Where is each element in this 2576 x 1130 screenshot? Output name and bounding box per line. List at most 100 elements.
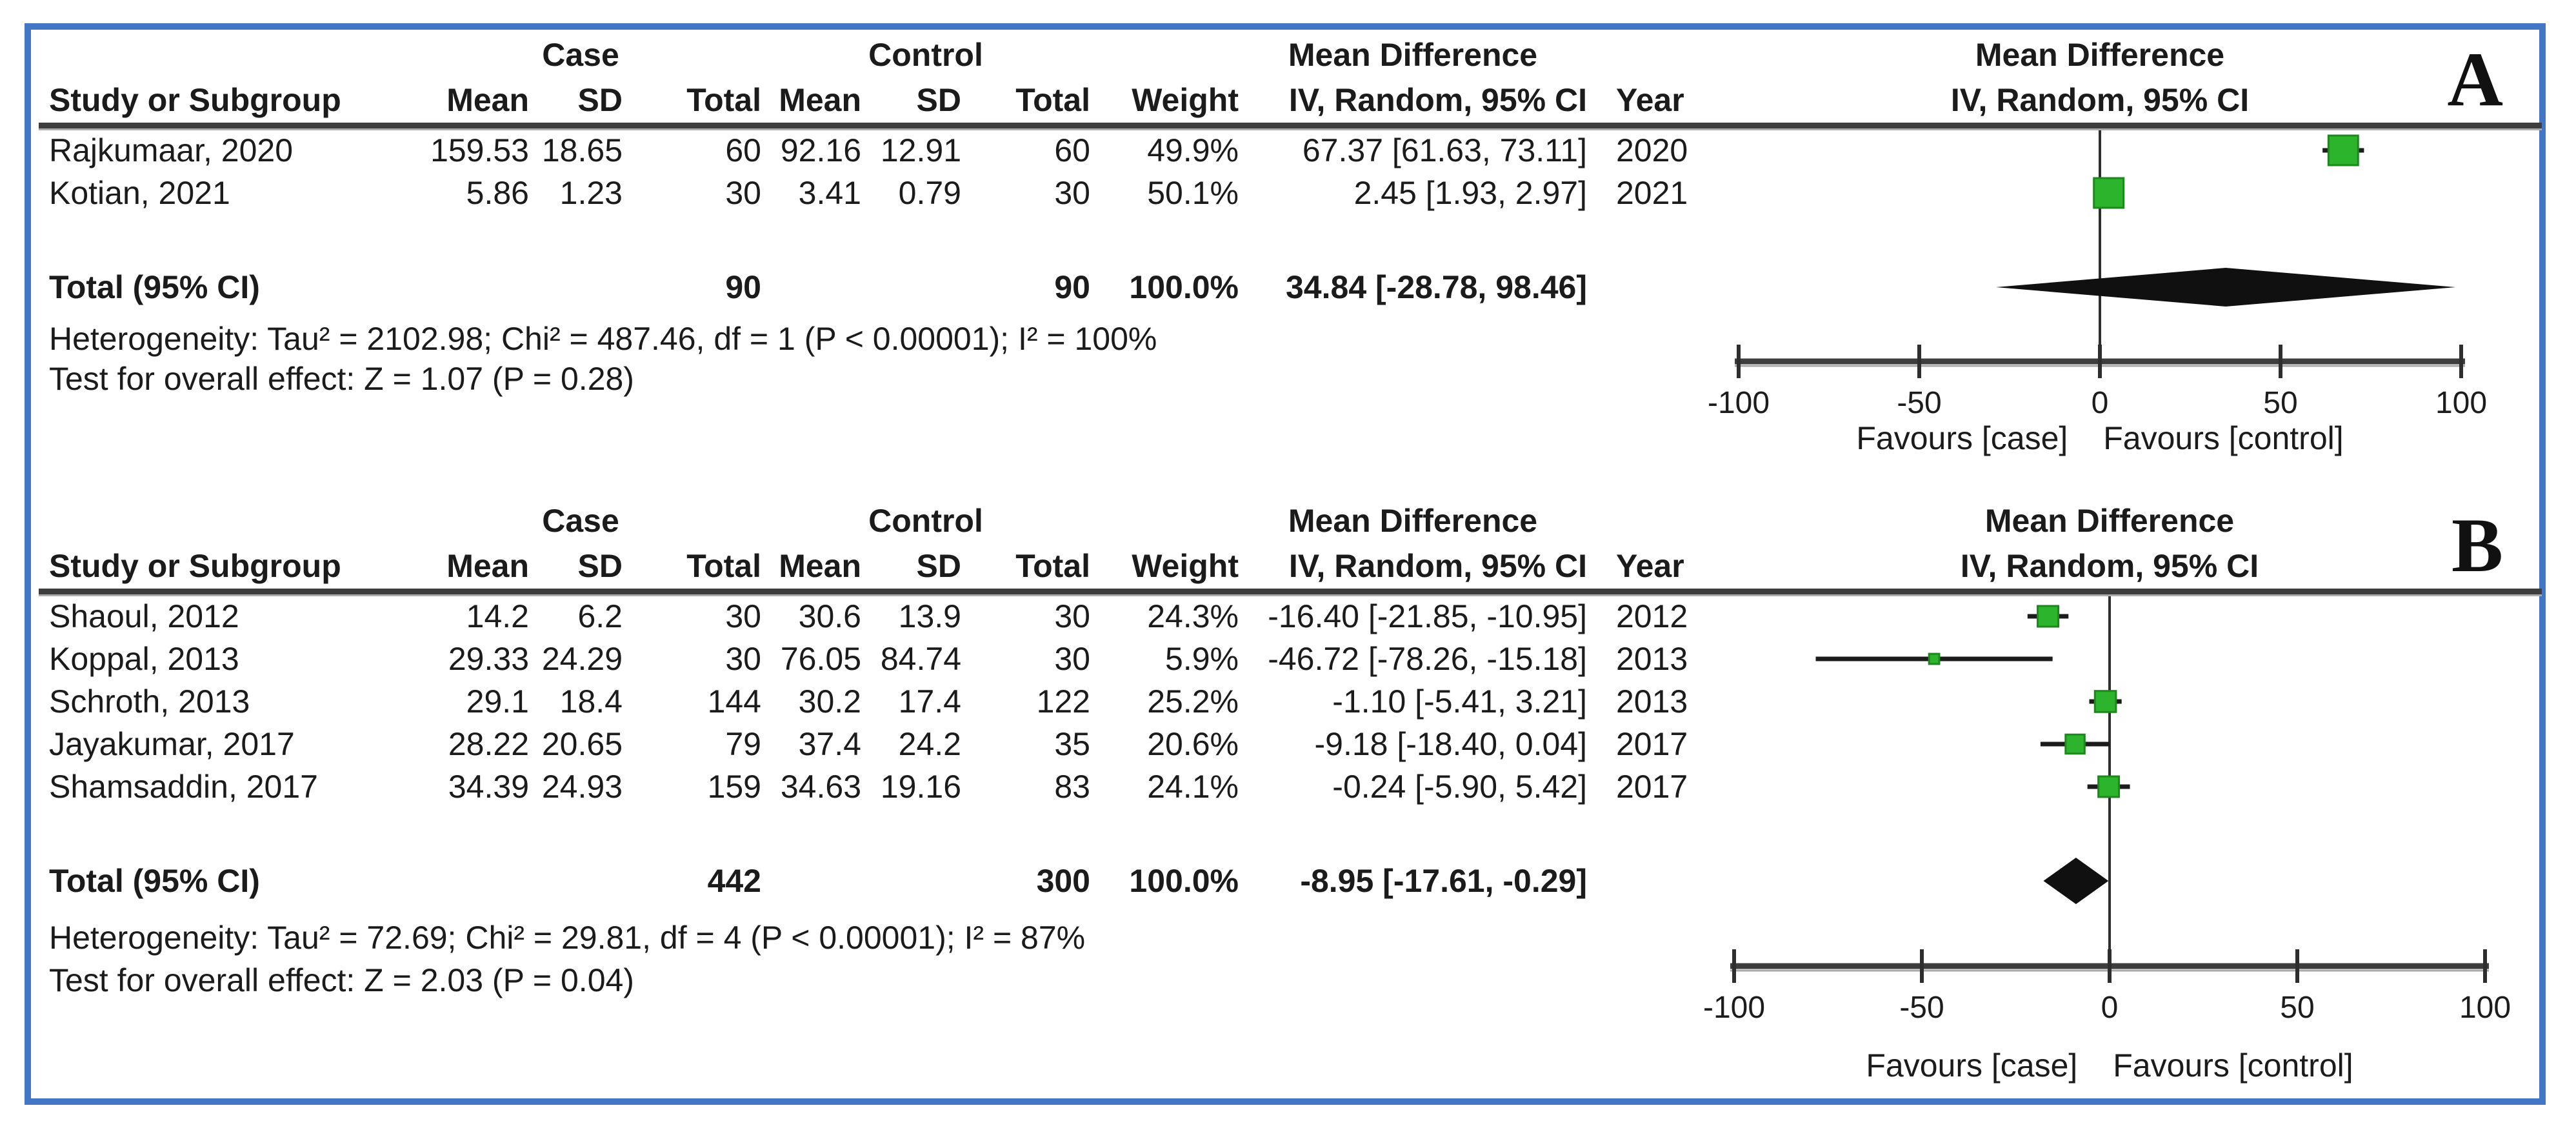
case-sd: 24.93 — [541, 768, 623, 805]
case-total: 30 — [725, 174, 761, 211]
study-name: Rajkumaar, 2020 — [49, 132, 294, 168]
year: 2012 — [1616, 598, 1688, 634]
study-effect-marker — [2097, 775, 2121, 798]
total-md-ci: 34.84 [-28.78, 98.46] — [1286, 268, 1587, 305]
favours-left-label: Favours [case] — [1866, 1047, 2078, 1084]
md-ci: -9.18 [-18.40, 0.04] — [1314, 725, 1587, 762]
control-total: 30 — [1054, 174, 1090, 211]
study-row: Jayakumar, 2017 28.22 20.65 79 37.4 24.2 35 20.… — [39, 723, 1716, 765]
case-total: 30 — [725, 640, 761, 677]
col-weight: Weight — [1132, 81, 1239, 118]
header-rule — [39, 589, 2542, 594]
favours-right-label: Favours [control] — [2113, 1047, 2353, 1084]
col-year: Year — [1616, 81, 1684, 118]
pooled-effect-diamond — [2043, 858, 2109, 904]
column-header-row: Study or Subgroup Mean SD Total Mean SD … — [39, 543, 1716, 589]
plot-header: Mean Difference IV, Random, 95% CI — [1842, 32, 2358, 123]
heterogeneity-note: Heterogeneity: Tau² = 72.69; Chi² = 29.8… — [49, 920, 1086, 956]
case-mean: 34.39 — [448, 768, 529, 805]
effect-group-header: Mean Difference — [1288, 502, 1538, 539]
overall-effect-note: Test for overall effect: Z = 1.07 (P = 0… — [49, 361, 634, 397]
axis-tick-label: 0 — [2101, 991, 2119, 1025]
col-control-mean: Mean — [779, 81, 861, 118]
figure-border — [25, 23, 2546, 1105]
md-ci: 67.37 [61.63, 73.11] — [1302, 132, 1587, 168]
study-row: Kotian, 2021 5.86 1.23 30 3.41 0.79 30 50.1% 2.4… — [39, 172, 1716, 214]
effect-group-header: Mean Difference — [1288, 36, 1538, 73]
plot-header-line2: IV, Random, 95% CI — [1960, 548, 2259, 584]
axis-tick-label: 50 — [2280, 991, 2314, 1025]
study-effect-marker — [2093, 177, 2125, 209]
study-name: Kotian, 2021 — [49, 174, 230, 211]
study-name: Jayakumar, 2017 — [49, 725, 295, 762]
total-row: Total (95% CI) 442 300 100.0% -8.95 [-17… — [39, 860, 1716, 902]
heterogeneity-note: Heterogeneity: Tau² = 2102.98; Chi² = 48… — [49, 321, 1157, 357]
study-name: Schroth, 2013 — [49, 683, 250, 720]
case-mean: 14.2 — [466, 598, 529, 634]
weight: 24.1% — [1147, 768, 1239, 805]
study-effect-marker — [2093, 690, 2117, 713]
col-control-mean: Mean — [779, 547, 861, 584]
col-year: Year — [1616, 547, 1684, 584]
col-md-ci: IV, Random, 95% CI — [1288, 547, 1587, 584]
case-mean: 28.22 — [448, 725, 529, 762]
year: 2017 — [1616, 768, 1688, 805]
md-ci: -16.40 [-21.85, -10.95] — [1268, 598, 1587, 634]
case-group-header: Case — [542, 502, 619, 539]
favours-left-label: Favours [case] — [1856, 420, 2068, 456]
col-case-sd: SD — [577, 547, 623, 584]
total-weight: 100.0% — [1129, 862, 1239, 899]
axis-tick-label: -50 — [1899, 991, 1944, 1025]
control-mean: 92.16 — [780, 132, 861, 168]
header-rule-shadow — [39, 594, 2542, 596]
study-row: Schroth, 2013 29.1 18.4 144 30.2 17.4 122 25.2%… — [39, 680, 1716, 723]
plot-header-line1: Mean Difference — [1984, 503, 2235, 539]
panel-label-a: A — [2447, 36, 2503, 122]
col-control-total: Total — [1015, 547, 1090, 584]
header-rule-shadow — [39, 128, 2542, 130]
col-control-sd: SD — [916, 547, 961, 584]
favours-labels: Favours [case] Favours [control] — [1684, 1047, 2535, 1084]
study-row: Shaoul, 2012 14.2 6.2 30 30.6 13.9 30 24.3% -16.… — [39, 595, 1716, 638]
axis-tick-label: 100 — [2459, 991, 2511, 1025]
case-mean: 159.53 — [430, 132, 529, 168]
control-group-header: Control — [868, 36, 983, 73]
control-sd: 84.74 — [880, 640, 961, 677]
total-label: Total (95% CI) — [49, 268, 260, 305]
col-case-total: Total — [686, 547, 761, 584]
total-control-total: 300 — [1036, 862, 1090, 899]
control-sd: 19.16 — [880, 768, 961, 805]
weight: 49.9% — [1147, 132, 1239, 168]
header-rule — [39, 123, 2542, 128]
study-effect-marker — [1928, 652, 1941, 665]
control-sd: 13.9 — [898, 598, 961, 634]
control-sd: 17.4 — [898, 683, 961, 720]
year: 2013 — [1616, 683, 1688, 720]
control-sd: 0.79 — [898, 174, 961, 211]
col-control-total: Total — [1015, 81, 1090, 118]
case-group-header: Case — [542, 36, 619, 73]
col-control-sd: SD — [916, 81, 961, 118]
control-total: 30 — [1054, 640, 1090, 677]
control-mean: 37.4 — [798, 725, 861, 762]
panel-label-b: B — [2451, 502, 2503, 588]
column-header-row: Study or Subgroup Mean SD Total Mean SD … — [39, 77, 1716, 123]
case-sd: 18.65 — [541, 132, 623, 168]
axis-tick-label: -100 — [1708, 386, 1770, 420]
total-weight: 100.0% — [1129, 268, 1239, 305]
forest-plot-canvas-b: -100 -50 0 50 100 — [1703, 596, 2511, 1025]
col-case-mean: Mean — [446, 547, 529, 584]
year: 2021 — [1616, 174, 1688, 211]
year: 2017 — [1616, 725, 1688, 762]
year: 2013 — [1616, 640, 1688, 677]
control-sd: 24.2 — [898, 725, 961, 762]
control-total: 30 — [1054, 598, 1090, 634]
axis-tick-label: 100 — [2435, 386, 2487, 420]
md-ci: -1.10 [-5.41, 3.21] — [1332, 683, 1587, 720]
case-total: 144 — [707, 683, 761, 720]
col-study: Study or Subgroup — [49, 81, 341, 118]
col-case-mean: Mean — [446, 81, 529, 118]
weight: 25.2% — [1147, 683, 1239, 720]
case-total: 30 — [725, 598, 761, 634]
